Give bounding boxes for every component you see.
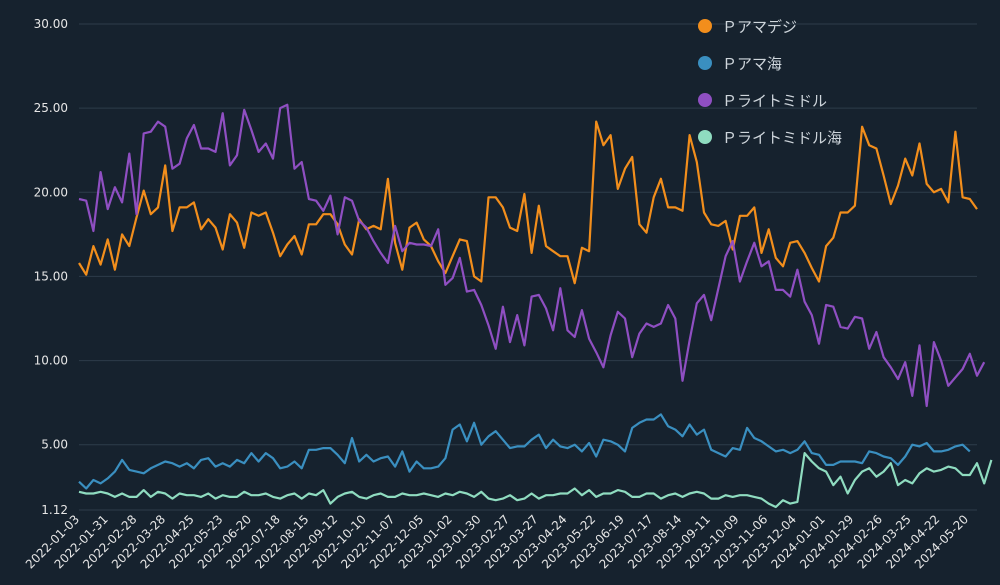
y-tick-label: 25.00 (34, 101, 68, 115)
legend-item-3[interactable]: Ｐライトミドル海 (698, 129, 842, 147)
gridlines (79, 23, 977, 511)
legend-marker (698, 130, 712, 144)
y-tick-label: 30.00 (34, 17, 68, 31)
legend-label: Ｐライトミドル海 (722, 129, 842, 147)
series-lines (78, 103, 993, 509)
series-line-3 (78, 452, 993, 509)
y-tick-label: 20.00 (34, 185, 68, 199)
legend-marker (698, 19, 712, 33)
y-tick-label: 5.00 (41, 438, 68, 452)
legend-item-0[interactable]: Ｐアマデジ (698, 18, 797, 36)
series-line-0 (78, 120, 978, 285)
y-tick-label: 10.00 (34, 354, 68, 368)
series-line-1 (78, 413, 971, 490)
legend-label: Ｐアマ海 (722, 55, 782, 73)
legend[interactable]: Ｐアマデジ Ｐアマ海 Ｐライトミドル Ｐライトミドル海 (698, 18, 842, 147)
legend-marker (698, 93, 712, 107)
y-tick-label: 1.12 (41, 503, 68, 517)
legend-label: Ｐライトミドル (722, 92, 827, 110)
legend-item-1[interactable]: Ｐアマ海 (698, 55, 782, 73)
y-tick-label: 15.00 (34, 269, 68, 283)
legend-item-2[interactable]: Ｐライトミドル (698, 92, 827, 110)
legend-marker (698, 56, 712, 70)
x-axis-ticks: 2022-01-032022-01-312022-02-282022-03-28… (23, 512, 971, 571)
y-axis-ticks: 1.12 5.00 10.00 15.00 20.00 25.00 30.00 (34, 17, 68, 517)
legend-label: Ｐアマデジ (722, 18, 797, 36)
series-line-2 (78, 103, 986, 408)
